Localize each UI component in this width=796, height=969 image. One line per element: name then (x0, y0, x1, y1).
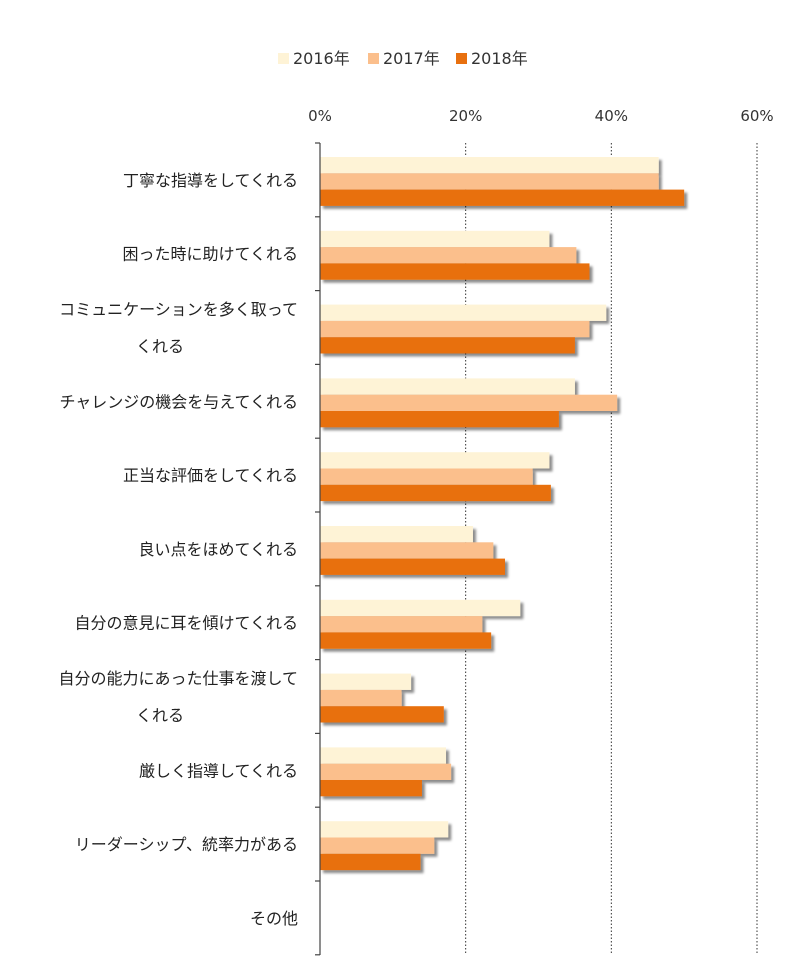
category-label: 自分の意見に耳を傾けてくれる (74, 614, 298, 633)
legend-swatch (456, 53, 467, 64)
legend-item: 2016年 (278, 49, 350, 68)
bar (320, 263, 590, 280)
bar (320, 780, 422, 797)
category-labels: 丁寧な指導をしてくれる困った時に助けてくれるコミュニケーションを多く取ってくれる… (58, 171, 298, 928)
category-label: 自分の能力にあった仕事を渡してくれる (58, 669, 298, 725)
category-label: チャレンジの機会を与えてくれる (59, 392, 298, 411)
bar (320, 484, 551, 502)
legend-swatch (278, 53, 289, 64)
bar (320, 526, 473, 543)
x-tick-label: 60% (740, 107, 773, 125)
bar (320, 747, 447, 764)
bar (320, 468, 533, 485)
x-tick-label: 0% (308, 107, 332, 125)
y-axis (315, 142, 321, 956)
legend-label: 2018年 (471, 49, 528, 68)
legend-item: 2018年 (456, 49, 528, 68)
bar (320, 320, 590, 338)
bar (320, 394, 618, 411)
bar (320, 247, 577, 264)
category-label: その他 (250, 909, 298, 928)
x-axis-ticks: 0% 20% 40% 60% (308, 107, 774, 125)
bar (320, 157, 659, 174)
legend-item: 2017年 (368, 49, 440, 68)
category-label: 困った時に助けてくれる (122, 245, 298, 264)
bar (320, 632, 492, 649)
bar (320, 189, 685, 206)
bar (320, 304, 607, 321)
category-label: 正当な評価をしてくれる (123, 466, 298, 485)
bar (320, 230, 550, 248)
legend-label: 2016年 (293, 49, 350, 68)
bar (320, 337, 575, 354)
bar (320, 837, 435, 854)
legend-swatch (368, 53, 379, 64)
bar (320, 763, 452, 780)
category-label: コミュニケーションを多く取ってくれる (59, 300, 298, 356)
bar (320, 673, 412, 690)
category-label: 丁寧な指導をしてくれる (123, 171, 298, 190)
bar (320, 689, 402, 707)
bar (320, 411, 559, 428)
bar (320, 821, 449, 838)
bar (320, 853, 421, 871)
legend-label: 2017年 (383, 49, 440, 68)
x-tick-label: 20% (449, 107, 482, 125)
bar (320, 542, 494, 559)
category-label: 厳しく指導してくれる (139, 761, 298, 780)
bars (320, 157, 685, 871)
category-label: リーダーシップ、統率力がある (75, 835, 298, 854)
bar (320, 173, 659, 190)
legend: 2016年 2017年 2018年 (278, 49, 528, 68)
x-tick-label: 40% (595, 107, 628, 125)
bar (320, 616, 483, 633)
bar (320, 452, 550, 469)
bar (320, 599, 521, 617)
bar (320, 378, 575, 395)
bar (320, 706, 444, 723)
category-label: 良い点をほめてくれる (138, 540, 298, 559)
bar (320, 558, 505, 575)
